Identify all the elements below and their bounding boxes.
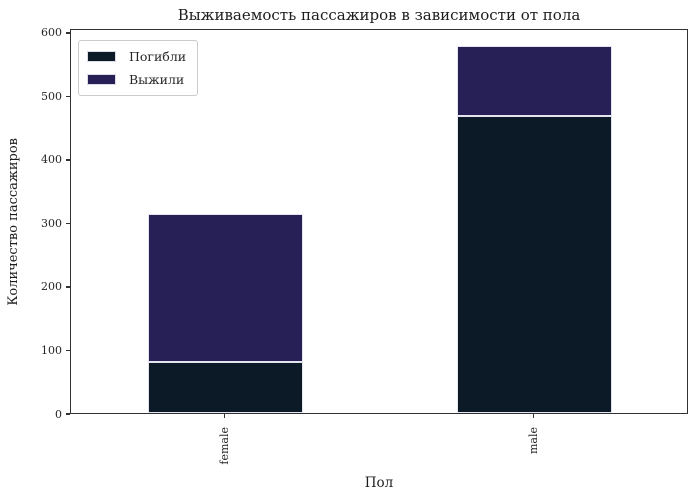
y-tick-label-0: 0 xyxy=(55,407,62,421)
y-tick-label-500: 500 xyxy=(41,89,62,103)
y-tick-label-200: 200 xyxy=(41,280,62,294)
bars-layer xyxy=(71,30,687,413)
y-tick-mark-200 xyxy=(66,286,70,288)
x-tick-label-male: male xyxy=(526,427,540,455)
y-tick-mark-400 xyxy=(66,159,70,161)
y-tick-label-100: 100 xyxy=(41,343,62,357)
chart-title: Выживаемость пассажиров в зависимости от… xyxy=(177,6,581,24)
legend: Погибли Выжили xyxy=(78,40,199,96)
legend-label-survived: Выжили xyxy=(129,72,185,87)
legend-swatch-survived xyxy=(87,74,116,85)
y-tick-label-300: 300 xyxy=(41,216,62,230)
x-tick-label-female: female xyxy=(217,427,231,465)
y-tick-mark-500 xyxy=(66,95,70,98)
bar-segment-male-Выжили xyxy=(457,46,612,116)
legend-item-died: Погибли xyxy=(87,49,186,64)
y-tick-mark-600 xyxy=(66,32,70,34)
bar-segment-female-Выжили xyxy=(148,213,303,362)
x-axis-label: Пол xyxy=(364,475,394,491)
legend-swatch-died xyxy=(87,51,116,62)
bar-segment-male-Погибли xyxy=(457,115,612,413)
y-tick-mark-0 xyxy=(66,413,70,415)
x-tick-mark-male xyxy=(532,414,535,418)
y-tick-label-600: 600 xyxy=(41,26,62,40)
bar-male xyxy=(457,46,612,413)
y-tick-mark-100 xyxy=(66,349,70,352)
legend-label-died: Погибли xyxy=(129,49,187,64)
legend-item-survived: Выжили xyxy=(87,72,186,87)
bar-segment-female-Погибли xyxy=(148,361,303,413)
x-tick-mark-female xyxy=(223,414,226,418)
plot-area: Погибли Выжили xyxy=(70,29,688,414)
y-tick-label-400: 400 xyxy=(41,153,62,167)
y-tick-mark-300 xyxy=(66,222,70,225)
bar-female xyxy=(148,213,303,413)
